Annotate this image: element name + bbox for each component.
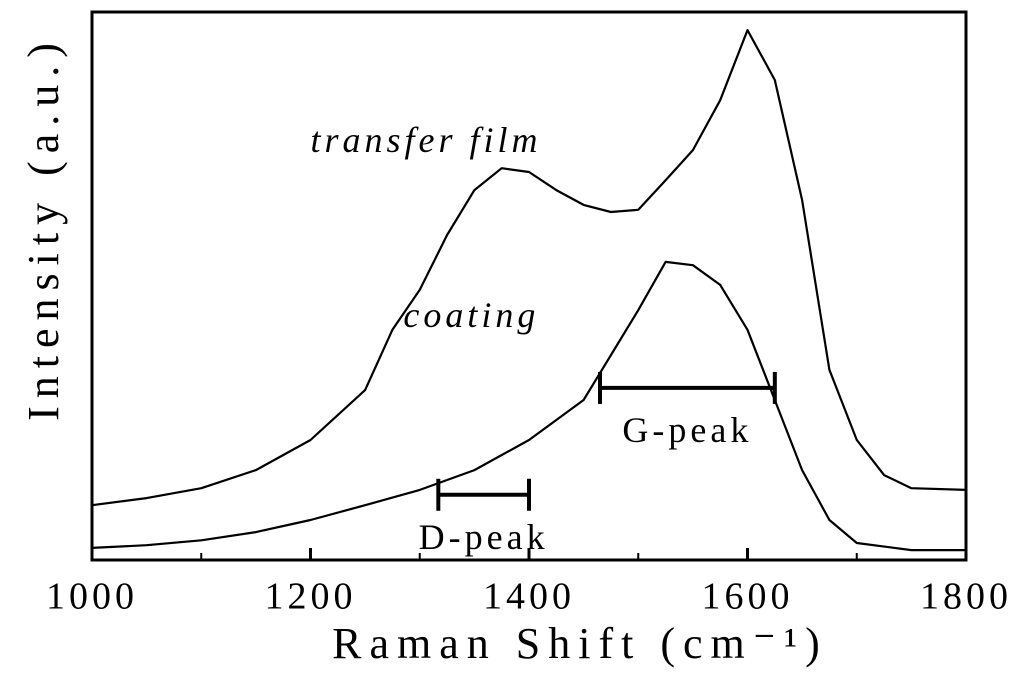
range-label: D-peak: [419, 517, 549, 557]
x-tick-label: 1000: [46, 576, 138, 618]
spectrum-line: [91, 29, 967, 507]
x-tick-label: 1600: [702, 576, 794, 618]
x-tick-label: 1400: [483, 576, 575, 618]
spectrum-line: [91, 260, 966, 552]
range-label: G-peak: [622, 410, 752, 450]
series-label: transfer film: [311, 120, 542, 160]
series-label: coating: [403, 295, 539, 335]
plot-frame: [90, 10, 968, 562]
x-tick-label: 1200: [265, 576, 357, 618]
x-tick-label: 1800: [920, 576, 1012, 618]
x-axis-label: Raman Shift (cm⁻¹): [332, 619, 828, 668]
y-axis-label: Intensity (a.u.): [19, 35, 68, 421]
